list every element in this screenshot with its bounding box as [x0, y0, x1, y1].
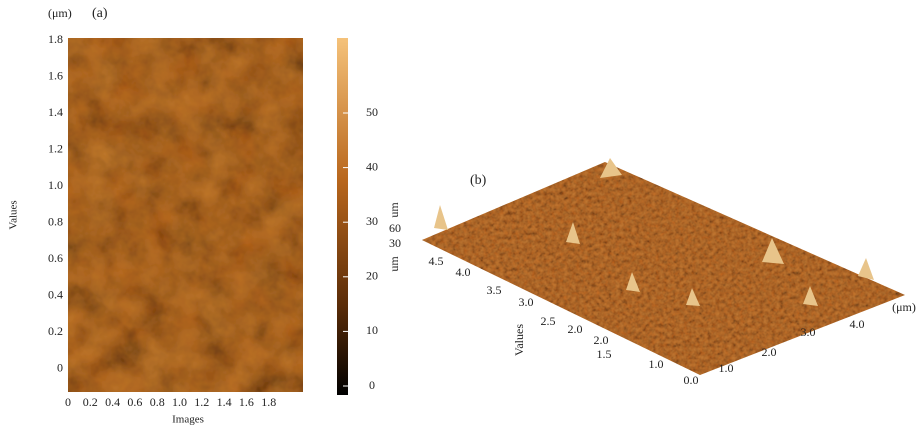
y-tick-label: 0 — [57, 360, 63, 374]
surface-3d — [422, 162, 905, 375]
z-tick-label: 60 — [389, 221, 401, 235]
y-tick-label: 4.5 — [429, 254, 444, 268]
y-tick-label: 1.8 — [48, 32, 63, 46]
x-tick-label: 1.0 — [172, 395, 187, 409]
y-tick-label: 1.0 — [649, 357, 664, 371]
x-tick-label: 0 — [65, 395, 71, 409]
x-tick-label: 0.4 — [105, 395, 120, 409]
unit-label: (μm) — [48, 6, 72, 20]
z-unit: um — [387, 202, 401, 218]
z-unit: um — [387, 256, 401, 272]
colorbar-tick-label: 30 — [366, 214, 378, 228]
x-tick-label: 4.0 — [850, 317, 865, 331]
x-tick-label: 2.0 — [762, 345, 777, 359]
x-title: Images — [172, 414, 204, 426]
afm-image — [68, 38, 303, 392]
panel-label: (b) — [470, 173, 487, 188]
y-tick-label: 0.8 — [48, 214, 63, 228]
colorbar-tick-label: 10 — [366, 323, 378, 337]
x-tick-label: 1.4 — [217, 395, 232, 409]
colorbar — [337, 38, 348, 395]
y-tick-label: 1.4 — [48, 105, 63, 119]
y-tick-label: 3.0 — [519, 295, 534, 309]
x-tick-label: 0.2 — [83, 395, 98, 409]
y-tick-label: 2.0 — [568, 322, 583, 336]
x-tick-label: 1.2 — [194, 395, 209, 409]
y-title: Values — [512, 324, 526, 356]
y-title: Values — [8, 200, 20, 229]
y-tick-label: 0.4 — [48, 287, 63, 301]
colorbar-tick-label: 40 — [366, 159, 378, 173]
panel-label: (a) — [92, 6, 108, 21]
y-tick-label: 1.5 — [597, 347, 612, 361]
colorbar-tick-label: 0 — [369, 378, 375, 392]
y-tick-label: 1.6 — [48, 68, 63, 82]
colorbar-tick-label: 50 — [366, 105, 378, 119]
x-tick-label: 0.6 — [127, 395, 142, 409]
y-tick-label: 1.0 — [48, 178, 63, 192]
x-tick-label: 1.6 — [239, 395, 254, 409]
figure: (μm) (a) Values Images 1.8 1.6 1.4 1.2 1.0 0.8 0.6… — [0, 0, 919, 429]
y-tick-label: 2.0 — [594, 333, 609, 347]
x-tick-label: 1.8 — [261, 395, 276, 409]
y-tick-label: 0.0 — [684, 373, 699, 387]
z-tick-label: 30 — [389, 236, 401, 250]
y-tick-label: 1.2 — [48, 141, 63, 155]
y-tick-label: 0.6 — [48, 251, 63, 265]
y-tick-label: 2.5 — [541, 314, 556, 328]
x-unit: (μm) — [892, 300, 916, 314]
y-tick-label: 4.0 — [456, 265, 471, 279]
x-tick-label: 0.8 — [150, 395, 165, 409]
x-tick-label: 3.0 — [801, 325, 816, 339]
colorbar-tick-label: 20 — [366, 269, 378, 283]
x-tick-label: 1.0 — [719, 361, 734, 375]
y-tick-label: 0.2 — [48, 324, 63, 338]
y-tick-label: 3.5 — [487, 283, 502, 297]
